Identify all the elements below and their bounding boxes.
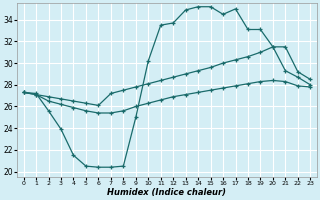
X-axis label: Humidex (Indice chaleur): Humidex (Indice chaleur) bbox=[108, 188, 227, 197]
